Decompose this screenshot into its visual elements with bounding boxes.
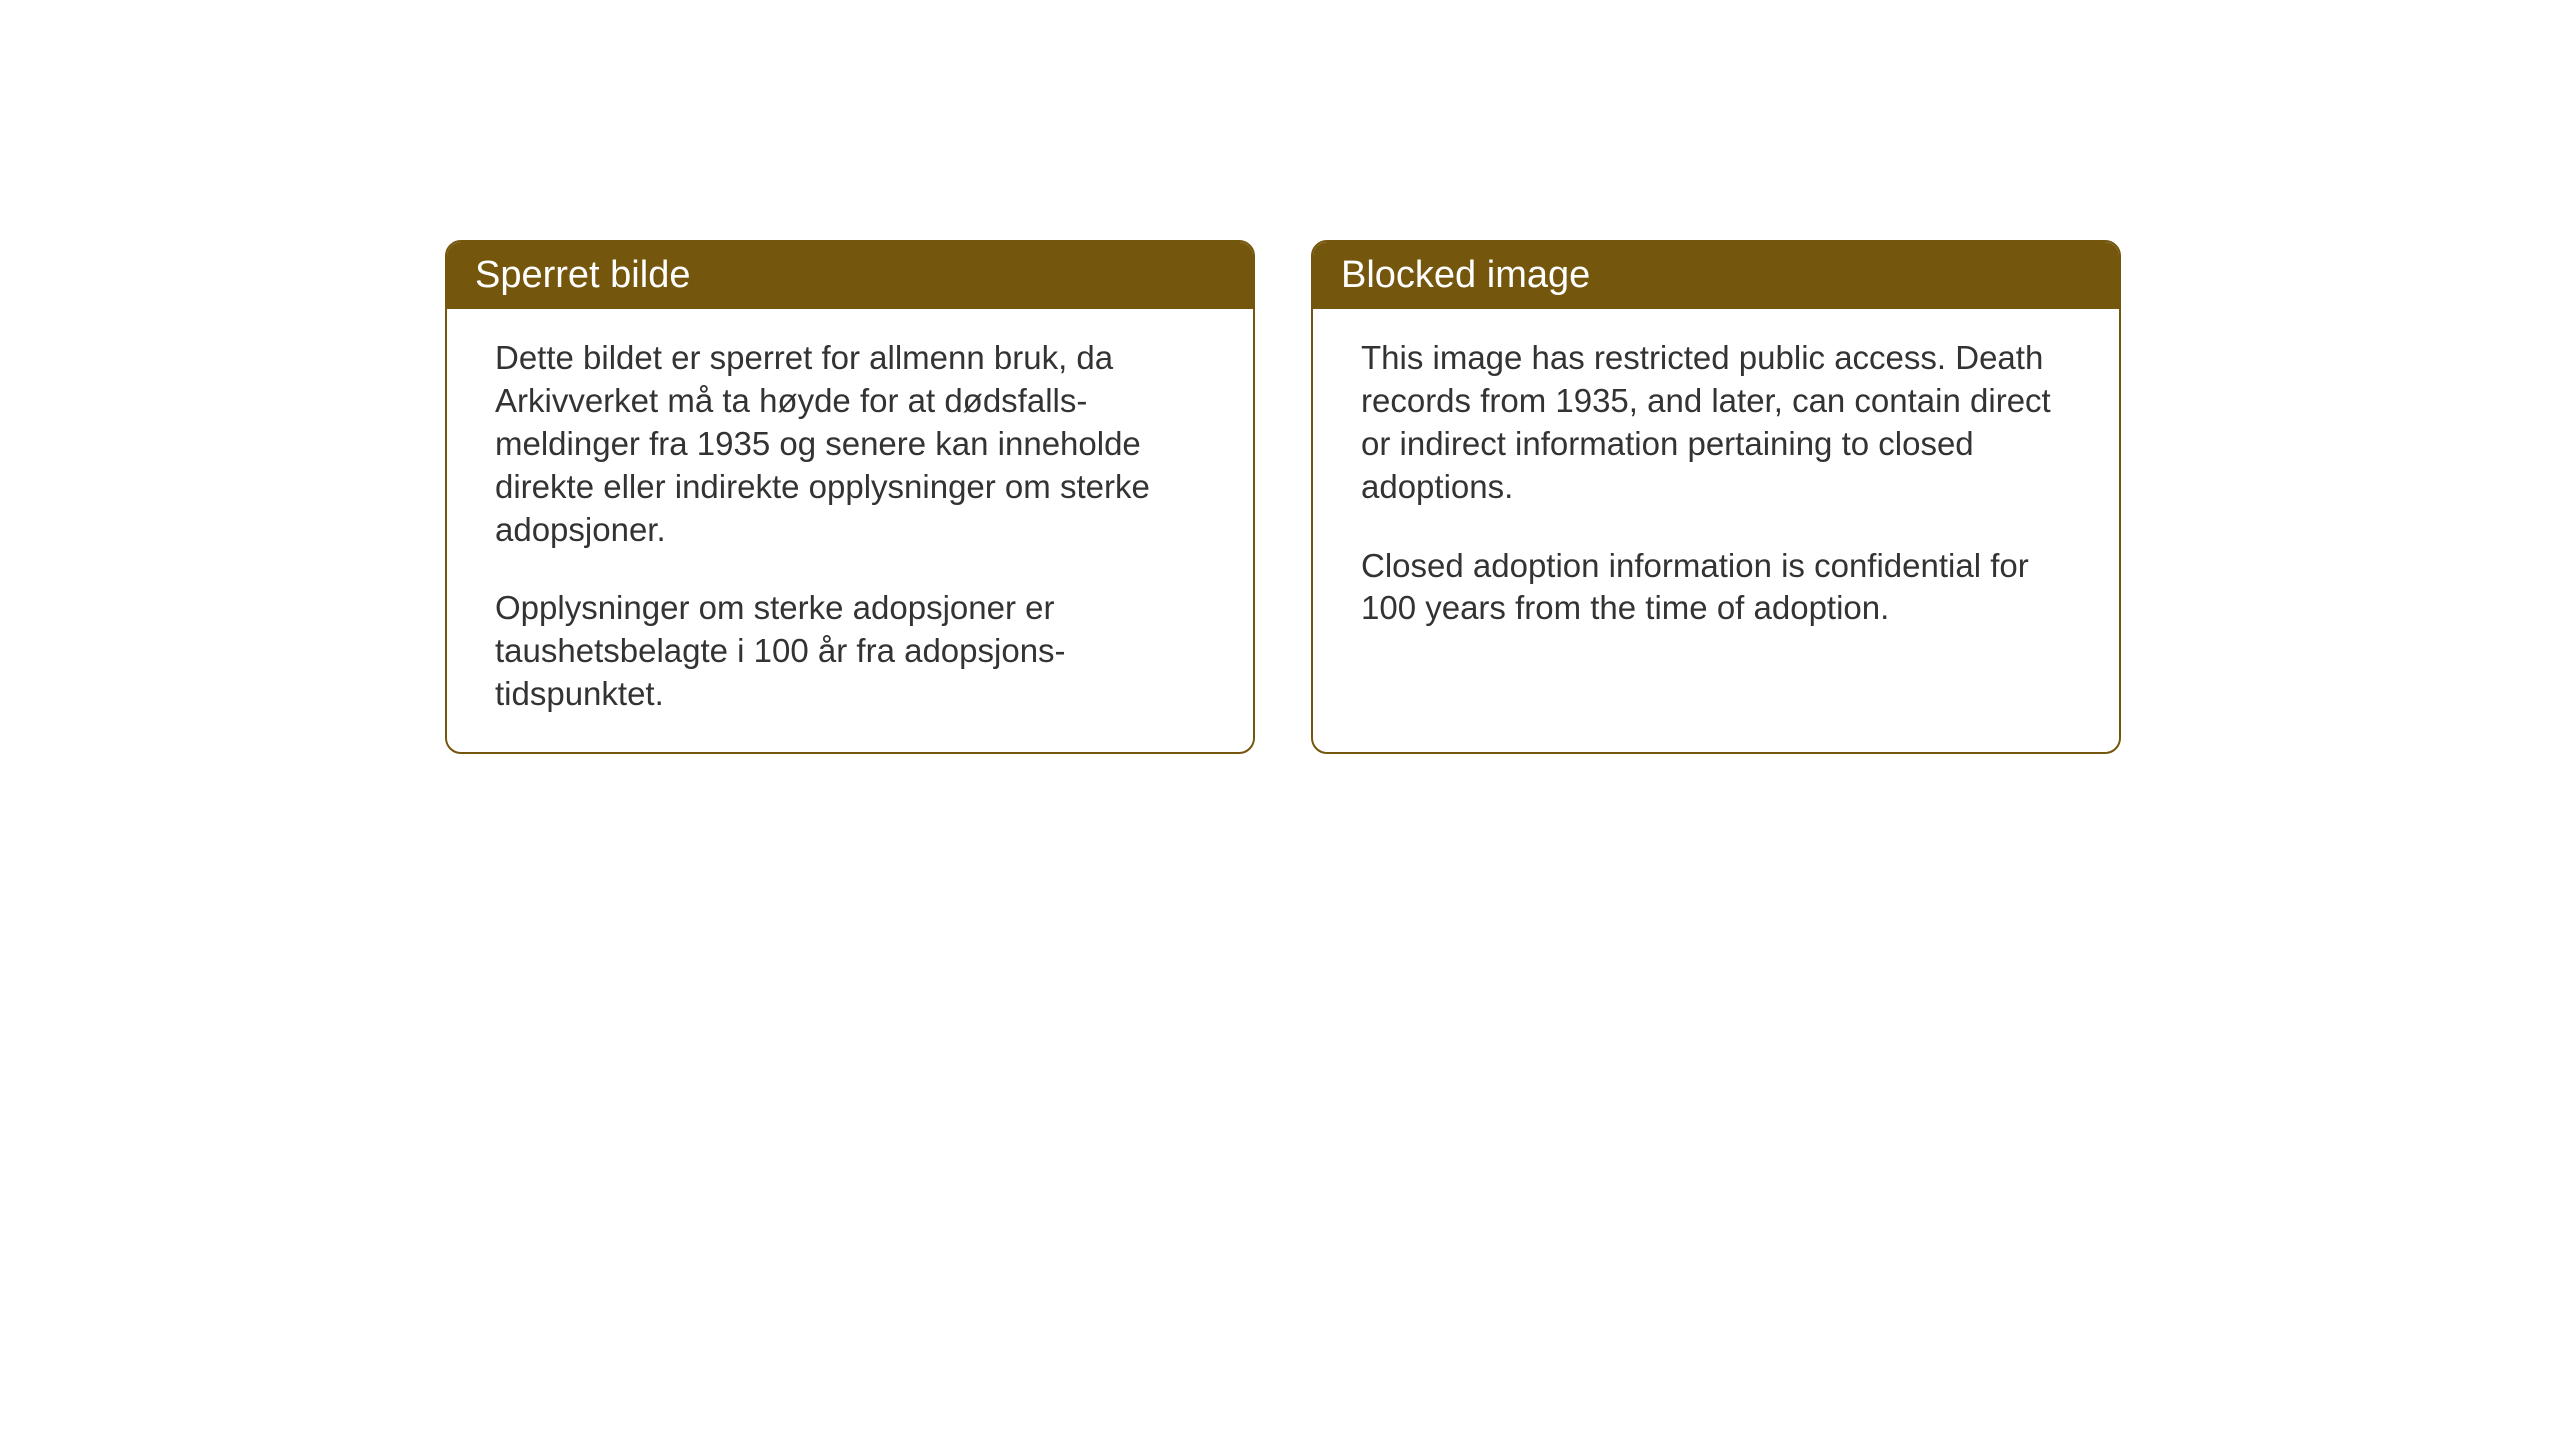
- notice-paragraph-2-norwegian: Opplysninger om sterke adopsjoner er tau…: [495, 587, 1205, 716]
- notice-box-english: Blocked image This image has restricted …: [1311, 240, 2121, 754]
- notice-body-norwegian: Dette bildet er sperret for allmenn bruk…: [447, 309, 1253, 752]
- notice-paragraph-2-english: Closed adoption information is confident…: [1361, 545, 2071, 631]
- notice-header-english: Blocked image: [1313, 242, 2119, 309]
- notice-paragraph-1-norwegian: Dette bildet er sperret for allmenn bruk…: [495, 337, 1205, 551]
- notice-body-english: This image has restricted public access.…: [1313, 309, 2119, 666]
- notice-header-norwegian: Sperret bilde: [447, 242, 1253, 309]
- notice-box-norwegian: Sperret bilde Dette bildet er sperret fo…: [445, 240, 1255, 754]
- notice-paragraph-1-english: This image has restricted public access.…: [1361, 337, 2071, 509]
- notice-container: Sperret bilde Dette bildet er sperret fo…: [445, 240, 2121, 754]
